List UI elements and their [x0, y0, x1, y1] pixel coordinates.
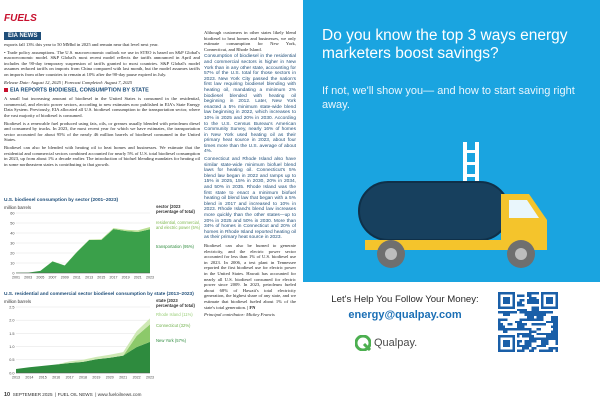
y-tick-label: 2.0 [9, 319, 14, 323]
chart-ylabel: million barrels [4, 205, 32, 210]
x-tick-label: 2009 [61, 276, 69, 280]
x-tick-label: 2016 [52, 376, 60, 380]
y-tick-label: 1.5 [9, 332, 14, 336]
x-tick-label: 2017 [109, 276, 117, 280]
x-tick-label: 2021 [119, 376, 127, 380]
y-tick-label: 10 [10, 261, 14, 265]
area-series [16, 229, 150, 273]
chart-ylabel: million barrels [4, 299, 32, 304]
advertisement-page: Do you know the top 3 ways energy market… [303, 0, 600, 403]
ad-banner: Do you know the top 3 ways energy market… [303, 0, 600, 282]
paragraph: Biodiesel can also be blended with heati… [4, 144, 200, 167]
page-number: 10 [4, 392, 11, 398]
ad-subheadline: If not, we'll show you— and how to start… [322, 85, 575, 111]
page-footer: 10 SEPTEMBER 2025 | FUEL OIL NEWS | www.… [4, 392, 142, 398]
issue-date: SEPTEMBER 2025 [12, 392, 53, 397]
y-tick-label: 60 [10, 211, 14, 215]
x-tick-label: 2013 [12, 376, 20, 380]
chart-consumption-by-sector: U.S. biodiesel consumption by sector (20… [4, 198, 200, 284]
publication-name: FUEL OIL NEWS [57, 392, 93, 397]
chart-consumption-by-state: U.S. residential and commercial sector b… [4, 292, 200, 384]
masthead-section: EIA NEWS [4, 32, 42, 40]
legend-item: Connecticut (32%) [156, 323, 191, 328]
x-tick-label: 2013 [85, 276, 93, 280]
x-tick-label: 2021 [134, 276, 142, 280]
area-series [16, 318, 150, 370]
y-tick-label: 2.5 [9, 305, 14, 309]
x-tick-label: 2022 [133, 376, 141, 380]
ad-email-link[interactable]: energy@qualpay.com [348, 308, 462, 321]
paragraph: exports fall 13% this year to 50 MMbd in… [4, 42, 159, 47]
legend-item: transportation (95%) [156, 244, 194, 249]
ad-cta: Let's Help You Follow Your Money: [331, 294, 479, 305]
y-tick-label: 20 [10, 251, 14, 255]
paragraph: Connecticut and Rhode Island also have s… [204, 157, 296, 241]
legend-title: state (2023 percentage of total) [156, 298, 195, 308]
area-series [16, 341, 150, 373]
chart-legend: sector (2023 percentage of total) reside… [156, 204, 200, 249]
qualpay-logo-icon [355, 335, 371, 351]
qualpay-logo-text: Qualpay. [374, 337, 418, 349]
chart-title: U.S. residential and commercial sector b… [4, 292, 194, 297]
article-heading: EIA REPORTS BIODIESEL CONSUMPTION BY STA… [4, 88, 200, 94]
paragraph: Consumption of biodiesel in the resident… [204, 54, 296, 155]
chart-plot: 0 10 20 30 40 50 60 2001 2003 2005 2007 2009 2011 201… [10, 211, 154, 280]
x-tick-label: 2015 [39, 376, 47, 380]
article-right-column: Although customers in other states likel… [204, 30, 296, 385]
paragraph-text: Biodiesel can also be burned to generate… [204, 242, 296, 310]
fuel-truck-illustration [358, 142, 547, 268]
chart-legend: state (2023 percentage of total) Rhode I… [156, 298, 200, 343]
publication-url: www.fueloilnews.com [97, 392, 142, 397]
end-mark: | FN [247, 304, 256, 310]
qualpay-logo: Qualpay. [355, 335, 417, 351]
y-tick-label: 0.5 [9, 358, 14, 362]
contributor-credit: Principal contributor: Mickey Francis [204, 312, 275, 318]
x-tick-label: 2020 [106, 376, 114, 380]
left-page: FUELS EIA NEWS exports fall 13% this yea… [0, 0, 300, 403]
x-tick-label: 2005 [36, 276, 44, 280]
x-tick-label: 2001 [12, 276, 20, 280]
legend-item: Rhode Island (11%) [156, 312, 193, 317]
x-tick-label: 2003 [24, 276, 32, 280]
x-tick-label: 2011 [73, 276, 81, 280]
release-date: Release Date: August 12, 2025 | Forecast… [4, 79, 132, 85]
paragraph: Biodiesel can also be burned to generate… [204, 243, 296, 310]
y-tick-label: 0 [12, 271, 14, 275]
y-tick-label: 50 [10, 221, 14, 225]
chart-title: U.S. biodiesel consumption by sector (20… [4, 198, 119, 203]
legend-item: New York (57%) [156, 338, 187, 343]
x-tick-label: 2014 [25, 376, 33, 380]
ad-headline: Do you know the top 3 ways energy market… [322, 27, 568, 62]
paragraph: A small but increasing amount of biodies… [4, 96, 200, 118]
masthead: FUELS EIA NEWS [4, 14, 64, 42]
x-tick-label: 2023 [146, 376, 154, 380]
paragraph: Biodiesel is a renewable fuel produced u… [4, 120, 200, 143]
x-tick-label: 2017 [66, 376, 74, 380]
paragraph: Although customers in other states likel… [204, 30, 296, 52]
x-tick-label: 2023 [146, 276, 154, 280]
paragraph: • Trade policy assumptions. The U.S. mac… [4, 49, 200, 77]
y-tick-label: 0.0 [9, 371, 14, 375]
area-series [16, 227, 150, 273]
y-tick-label: 30 [10, 241, 14, 245]
y-tick-label: 40 [10, 231, 14, 235]
x-tick-label: 2019 [92, 376, 100, 380]
qr-code[interactable] [498, 292, 558, 352]
ad-contact: Let's Help You Follow Your Money: energy… [325, 294, 485, 321]
masthead-brand: FUELS [4, 13, 37, 24]
chart-plot: 0.0 0.5 1.0 1.5 2.0 2.5 2013 2014 2015 2016 2017 20… [9, 305, 154, 380]
x-tick-label: 2018 [79, 376, 87, 380]
legend-title: sector (2023 percentage of total) [156, 204, 195, 214]
legend-item: residential, commercial, and electric po… [156, 220, 200, 230]
x-tick-label: 2019 [122, 276, 130, 280]
x-tick-label: 2015 [97, 276, 105, 280]
y-tick-label: 1.0 [9, 345, 14, 349]
article-left-column: exports fall 13% this year to 50 MMbd in… [4, 42, 200, 192]
x-tick-label: 2007 [49, 276, 57, 280]
